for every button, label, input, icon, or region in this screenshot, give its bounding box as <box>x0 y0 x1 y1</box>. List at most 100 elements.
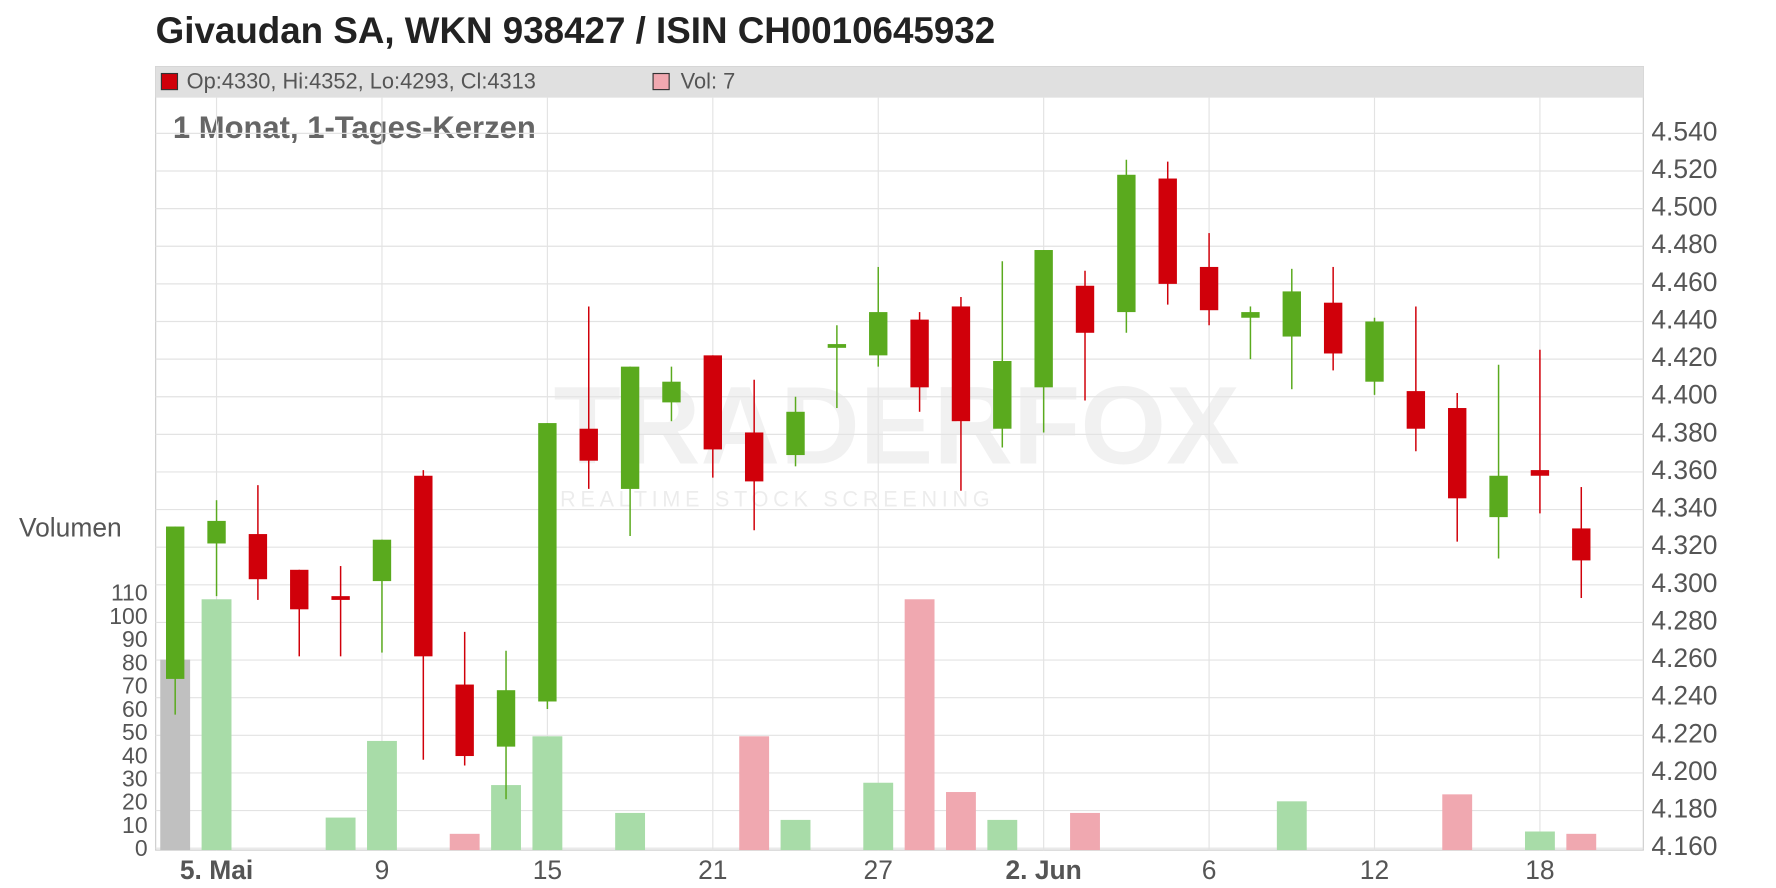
candle-body <box>1489 475 1508 518</box>
x-tick-label: 15 <box>533 855 562 885</box>
y2-axis-label: Volumen <box>19 513 122 543</box>
volume-bar <box>946 792 976 851</box>
candle-body <box>1117 174 1136 313</box>
candle-body <box>1199 266 1219 311</box>
y-tick-label: 4.220 <box>1651 718 1717 748</box>
x-tick-label: 5. Mai <box>180 855 253 885</box>
volume-bar <box>1070 812 1100 851</box>
volume-label: Vol: 7 <box>681 68 736 93</box>
y2-tick-label: 70 <box>122 673 148 699</box>
candle-body <box>290 569 309 610</box>
volume-bar <box>904 599 935 851</box>
x-tick-label: 6 <box>1202 855 1217 885</box>
plot-area <box>155 66 1644 851</box>
candle-body <box>1034 250 1053 388</box>
y-tick-label: 4.480 <box>1651 229 1717 259</box>
y2-tick-label: 60 <box>122 696 148 722</box>
candle-body <box>827 344 847 348</box>
volume-bar <box>1566 833 1597 851</box>
watermark: TRADERFOX <box>554 364 1240 487</box>
volume-bar <box>1276 801 1307 851</box>
x-tick-label: 12 <box>1360 855 1389 885</box>
candle-body <box>331 596 350 600</box>
y2-tick-label: 40 <box>122 742 148 768</box>
x-tick-label: 21 <box>698 855 727 885</box>
candle-body <box>414 475 433 657</box>
candle-body <box>496 690 516 747</box>
y2-tick-label: 90 <box>122 626 148 652</box>
candle-body <box>703 355 723 450</box>
y2-tick-label: 10 <box>122 812 148 838</box>
y-tick-label: 4.380 <box>1651 417 1717 447</box>
y-tick-label: 4.520 <box>1651 154 1717 184</box>
y-tick-label: 4.300 <box>1651 568 1717 598</box>
candle-body <box>1530 470 1550 476</box>
x-tick-label: 2. Jun <box>1006 855 1082 885</box>
y-tick-label: 4.260 <box>1651 643 1717 673</box>
candle-body <box>1158 178 1177 284</box>
y-tick-label: 4.500 <box>1651 192 1717 222</box>
candle-body <box>1365 321 1384 382</box>
volume-bar <box>739 736 770 851</box>
x-tick-label: 18 <box>1525 855 1554 885</box>
volume-bar <box>615 812 646 851</box>
y-tick-label: 4.340 <box>1651 493 1717 523</box>
volume-bar <box>532 736 563 851</box>
y2-tick-label: 80 <box>122 649 148 675</box>
chart-title: Givaudan SA, WKN 938427 / ISIN CH0010645… <box>156 10 996 51</box>
candle-body <box>869 312 888 356</box>
candle-body <box>538 423 557 702</box>
candle-body <box>1448 408 1467 499</box>
y-tick-label: 4.440 <box>1651 304 1717 334</box>
y-tick-label: 4.460 <box>1651 267 1717 297</box>
volume-bar <box>201 599 232 851</box>
y2-tick-label: 50 <box>122 719 148 745</box>
legend-swatch <box>652 72 670 91</box>
volume-bar <box>1524 831 1555 851</box>
ohlc-label: Op:4330, Hi:4352, Lo:4293, Cl:4313 <box>187 68 536 93</box>
legend-swatch <box>160 72 179 91</box>
chart-subtitle: 1 Monat, 1-Tages-Kerzen <box>173 110 536 145</box>
volume-bar <box>325 817 356 851</box>
volume-bar <box>449 833 480 851</box>
y2-tick-label: 20 <box>122 789 148 815</box>
y-tick-label: 4.540 <box>1651 116 1717 146</box>
x-tick-label: 27 <box>864 855 893 885</box>
y-tick-label: 4.240 <box>1651 681 1717 711</box>
y2-tick-label: 0 <box>135 835 148 861</box>
candle-body <box>786 411 805 456</box>
volume-bar <box>863 782 894 851</box>
y-tick-label: 4.360 <box>1651 455 1717 485</box>
candle-body <box>620 366 640 489</box>
y-tick-label: 4.180 <box>1651 794 1717 824</box>
x-tick-label: 9 <box>375 855 390 885</box>
candle-body <box>1323 302 1343 354</box>
volume-bar <box>987 819 1018 851</box>
y2-tick-label: 100 <box>109 603 147 629</box>
candle-body <box>1282 291 1301 337</box>
candle-body <box>662 381 681 403</box>
volume-bar <box>1442 794 1473 851</box>
candle-body <box>1075 285 1095 333</box>
y-tick-label: 4.280 <box>1651 605 1717 635</box>
candle-body <box>455 684 474 757</box>
candle-body <box>993 361 1012 429</box>
candle-body <box>1406 391 1426 429</box>
y-tick-label: 4.160 <box>1651 831 1717 861</box>
y2-tick-label: 30 <box>122 765 148 791</box>
candle-body <box>951 306 971 422</box>
y-tick-label: 4.400 <box>1651 380 1717 410</box>
candle-body <box>165 526 185 679</box>
y-tick-label: 4.320 <box>1651 530 1717 560</box>
y-tick-label: 4.200 <box>1651 756 1717 786</box>
candle-body <box>207 520 226 544</box>
candle-body <box>1572 528 1591 561</box>
candle-body <box>579 428 598 461</box>
candle-body <box>910 319 929 388</box>
candle-body <box>372 539 392 582</box>
y-tick-label: 4.420 <box>1651 342 1717 372</box>
watermark-subtitle: REALTIME STOCK SCREENING <box>560 487 994 512</box>
volume-bar <box>367 740 397 851</box>
candle-body <box>248 534 268 580</box>
